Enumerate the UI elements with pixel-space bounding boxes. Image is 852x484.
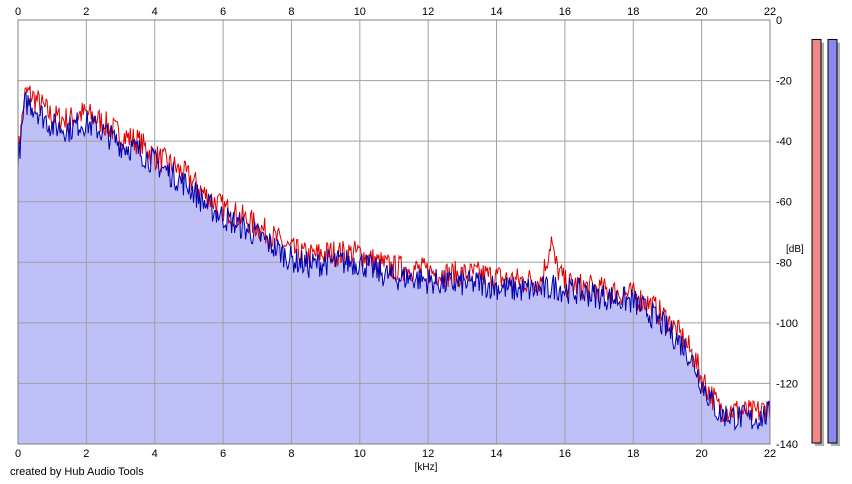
x-axis-label: [kHz] (415, 462, 438, 473)
x-tick-label-bottom: 2 (83, 448, 89, 460)
x-tick-label-bottom: 12 (422, 448, 434, 460)
x-tick-label-bottom: 10 (354, 448, 366, 460)
y-tick-label: 0 (776, 15, 782, 27)
y-tick-label: -100 (776, 318, 798, 330)
x-tick-label-top: 12 (422, 6, 434, 18)
x-tick-label-bottom: 8 (288, 448, 294, 460)
level-meter-bar (827, 38, 838, 444)
x-tick-label-bottom: 0 (15, 448, 21, 460)
y-tick-label: -20 (776, 76, 792, 88)
x-tick-label-top: 14 (490, 6, 502, 18)
series-line-0 (17, 85, 771, 423)
x-tick-label-top: 8 (288, 6, 294, 18)
x-tick-label-top: 18 (627, 6, 639, 18)
x-tick-label-bottom: 22 (764, 448, 776, 460)
spectrum-fill (18, 92, 770, 445)
y-ticks: 0 -20 -40 -60 -80 -100 -120 -140 (776, 15, 798, 451)
x-tick-label-top: 0 (15, 6, 21, 18)
y-tick-label: -80 (776, 257, 792, 269)
x-tick-label-bottom: 18 (627, 448, 639, 460)
x-tick-label-top: 16 (559, 6, 571, 18)
spectrum-area (18, 92, 770, 445)
x-tick-label-bottom: 16 (559, 448, 571, 460)
x-tick-label-top: 2 (83, 6, 89, 18)
x-tick-label-top: 22 (764, 6, 776, 18)
credit-text: created by Hub Audio Tools (10, 466, 144, 478)
x-tick-label-bottom: 6 (220, 448, 226, 460)
x-tick-label-top: 20 (696, 6, 708, 18)
y-tick-label: -140 (776, 439, 798, 451)
series-line-1 (17, 91, 771, 432)
level-meter-bar (811, 38, 822, 444)
series-lines (17, 85, 771, 432)
plot-border (17, 19, 771, 445)
x-ticks-bottom: 0 2 4 6 8 10 12 14 16 18 20 22 (15, 448, 776, 460)
x-ticks-top: 0 2 4 6 8 10 12 14 16 18 20 22 (15, 6, 776, 18)
y-axis-label: [dB] (786, 244, 804, 255)
x-tick-label-top: 10 (354, 6, 366, 18)
x-tick-label-bottom: 14 (490, 448, 502, 460)
y-tick-label: -60 (776, 197, 792, 209)
x-tick-label-bottom: 20 (696, 448, 708, 460)
y-tick-label: -40 (776, 136, 792, 148)
grid (18, 20, 770, 444)
y-tick-label: -120 (776, 378, 798, 390)
x-tick-label-top: 6 (220, 6, 226, 18)
level-meters (811, 38, 840, 446)
x-tick-label-bottom: 4 (152, 448, 158, 460)
x-tick-label-top: 4 (152, 6, 158, 18)
